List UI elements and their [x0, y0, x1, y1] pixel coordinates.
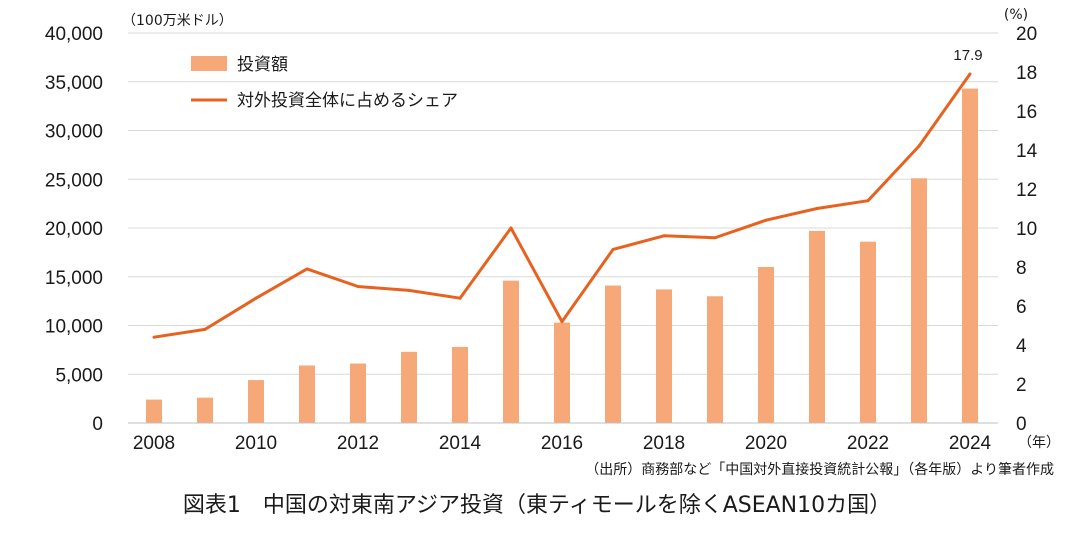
- bar-series: [146, 88, 978, 423]
- right-axis-tick-label: 16: [1016, 102, 1037, 123]
- left-axis-tick-label: 20,000: [45, 219, 103, 240]
- left-axis-tick-label: 35,000: [45, 73, 103, 94]
- right-axis-tick-label: 10: [1016, 219, 1037, 240]
- bar: [809, 230, 825, 423]
- bar: [554, 322, 570, 423]
- right-axis-tick-label: 4: [1016, 336, 1027, 357]
- x-axis-tick-label: 2014: [439, 433, 482, 454]
- x-axis-tick-label: 2008: [133, 433, 175, 454]
- line-point: [203, 327, 207, 331]
- line-point: [458, 296, 462, 300]
- x-axis-unit: （年）: [1018, 435, 1060, 451]
- bar: [146, 399, 162, 423]
- axes: 0 5,000 10,000 15,000 20,000 25,000 30,000 35,0…: [45, 24, 1038, 454]
- bar: [707, 296, 723, 423]
- bar: [758, 267, 774, 423]
- line-point: [254, 296, 258, 300]
- line-point: [407, 288, 411, 292]
- bar: [350, 363, 366, 423]
- left-axis-tick-label: 5,000: [55, 365, 103, 386]
- line-point: [815, 207, 819, 210]
- right-axis-tick-label: 6: [1016, 297, 1027, 318]
- line-point: [560, 320, 564, 324]
- bar: [197, 397, 213, 423]
- bar: [962, 88, 978, 423]
- bar: [860, 241, 876, 423]
- left-axis-tick-label: 10,000: [45, 317, 103, 338]
- line-point: [611, 247, 615, 251]
- left-axis-tick-label: 0: [92, 414, 103, 435]
- left-axis-tick-label: 30,000: [45, 122, 103, 143]
- right-axis-tick-label: 2: [1016, 375, 1027, 396]
- bar: [656, 289, 672, 423]
- x-axis-tick-label: 2018: [643, 433, 685, 454]
- bar: [401, 351, 417, 423]
- line-point: [866, 199, 870, 203]
- right-axis-tick-label: 14: [1016, 141, 1038, 162]
- share-line: [153, 73, 972, 339]
- right-axis-tick-label: 8: [1016, 258, 1027, 279]
- bar: [299, 365, 315, 423]
- right-axis-tick-label: 0: [1016, 414, 1027, 435]
- left-axis-tick-label: 40,000: [45, 24, 103, 45]
- line-point: [509, 226, 513, 230]
- figure-caption: 図表1 中国の対東南アジア投資（東ティモールを除くASEAN10カ国）: [183, 493, 891, 518]
- bar: [452, 346, 468, 423]
- line-point: [968, 72, 972, 76]
- left-axis-unit: （100万米ドル）: [122, 13, 233, 29]
- x-axis-tick-label: 2024: [949, 433, 992, 454]
- bar: [503, 280, 519, 423]
- legend: 投資額 対外投資全体に占めるシェア: [191, 55, 458, 111]
- right-axis-tick-label: 12: [1016, 180, 1037, 201]
- left-axis-tick-label: 15,000: [45, 268, 103, 289]
- bar: [911, 178, 927, 423]
- source-note: （出所）商務部など「中国対外直接投資統計公報」（各年版）より筆者作成: [585, 461, 1054, 478]
- gridlines: [128, 32, 998, 375]
- x-axis-tick-label: 2010: [235, 433, 277, 454]
- x-axis-tick-label: 2016: [541, 433, 583, 454]
- line-point: [917, 144, 921, 148]
- right-axis-tick-label: 20: [1016, 24, 1037, 45]
- line-point: [356, 285, 360, 288]
- legend-label-bar: 投資額: [237, 55, 288, 75]
- x-axis-tick-label: 2012: [337, 433, 379, 454]
- line-point: [662, 234, 666, 238]
- line-point: [305, 267, 309, 271]
- right-axis-unit: (%): [1004, 7, 1028, 23]
- legend-label-line: 対外投資全体に占めるシェア: [237, 91, 458, 111]
- line-point: [713, 236, 717, 240]
- line-point: [764, 218, 768, 222]
- data-label-2024: 17.9: [953, 47, 982, 64]
- left-axis-tick-label: 25,000: [45, 170, 103, 191]
- line-series: [152, 72, 972, 339]
- x-axis-tick-label: 2020: [745, 433, 787, 454]
- x-axis-tick-label: 2022: [847, 433, 889, 454]
- bar: [605, 285, 621, 423]
- bar: [248, 380, 264, 423]
- legend-swatch-bar: [191, 56, 227, 71]
- right-axis-tick-label: 18: [1016, 63, 1037, 84]
- line-point: [152, 335, 156, 339]
